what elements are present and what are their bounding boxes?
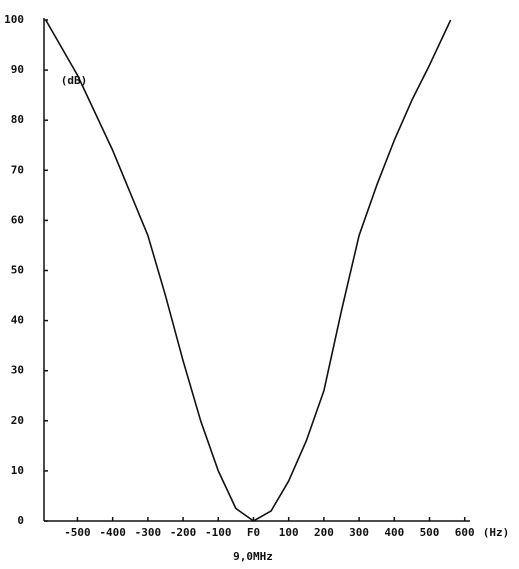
y-tick-label: 0 — [17, 514, 24, 527]
y-tick-label: 70 — [11, 163, 24, 176]
x-tick-label: -100 — [205, 526, 232, 539]
y-tick-label: 40 — [11, 314, 24, 327]
y-tick-label: 50 — [11, 264, 24, 277]
data-line — [45, 19, 452, 522]
x-tick-label: -400 — [99, 526, 126, 539]
x-tick-label: F0 — [247, 526, 260, 539]
x-tick-label: 400 — [384, 526, 404, 539]
x-tick-label: 600 — [455, 526, 475, 539]
y-tick-label: 80 — [11, 113, 24, 126]
x-tick-label: -300 — [135, 526, 162, 539]
y-tick-label: 90 — [11, 63, 24, 76]
y-tick-label: 100 — [4, 13, 24, 26]
y-tick-label: 10 — [11, 464, 24, 477]
x-axis-label: (Hz) — [483, 526, 510, 539]
x-tick-label: 100 — [279, 526, 299, 539]
y-tick-label: 20 — [11, 414, 24, 427]
x-tick-label: -200 — [170, 526, 197, 539]
x-tick-label: -500 — [64, 526, 91, 539]
y-axis-label: (dB) — [61, 74, 88, 87]
x-tick-label: 200 — [314, 526, 334, 539]
y-tick-label: 60 — [11, 213, 24, 226]
x-tick-label: 500 — [420, 526, 440, 539]
y-tick-label: 30 — [11, 364, 24, 377]
x-tick-label: 300 — [349, 526, 369, 539]
subtitle: 9,0MHz — [233, 550, 273, 563]
